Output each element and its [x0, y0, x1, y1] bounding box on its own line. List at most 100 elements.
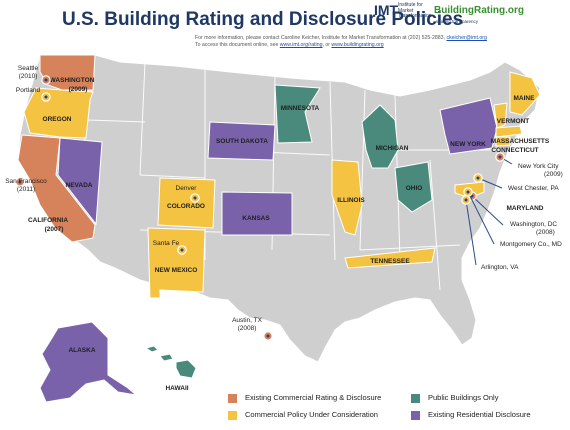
state-illinois — [331, 159, 363, 236]
city-dot-new-york-city-2009 — [498, 155, 502, 159]
state-hawaii — [144, 345, 197, 379]
city-dot-austin-tx-2008 — [266, 334, 270, 338]
city-year-austin-tx-2008: (2008) — [238, 325, 257, 332]
state-kansas — [221, 191, 293, 236]
city-dot-santa-fe — [180, 248, 184, 252]
imt-logo-mark: IMT — [374, 2, 399, 18]
city-label-denver: Denver — [176, 185, 198, 192]
city-label-montgomery-co-md: Montgomery Co., MD — [500, 241, 562, 248]
page-title: U.S. Building Rating and Disclosure Poli… — [62, 9, 464, 30]
state-label-connecticut: CONNECTICUT — [491, 147, 538, 154]
state-vermont — [493, 102, 508, 129]
state-tennessee — [344, 247, 436, 269]
legend-label: Public Buildings Only — [428, 393, 499, 402]
legend-label: Commercial Policy Under Consideration — [245, 410, 378, 419]
city-label-arlington-va: Arlington, VA — [481, 264, 519, 271]
state-label-nevada: NEVADA — [66, 182, 93, 189]
header: U.S. Building Rating and Disclosure Poli… — [0, 0, 570, 50]
state-label-hawaii: HAWAII — [165, 385, 188, 392]
state-connecticut — [495, 136, 511, 147]
state-label-california: CALIFORNIA — [28, 217, 68, 224]
buildingrating-logo-subtitle: sharing transparency — [436, 19, 479, 24]
state-colorado — [157, 177, 216, 229]
state-border-3 — [139, 61, 146, 176]
imt-logo: IMT Institute for Market Transformation — [374, 2, 432, 32]
city-label-seattle-2010: Seattle — [18, 65, 39, 72]
state-border-2 — [87, 119, 146, 123]
state-year-california: (2007) — [45, 226, 64, 233]
imt-rating-link[interactable]: www.imt.org/rating — [279, 42, 323, 48]
city-dot-west-chester-pa — [476, 176, 480, 180]
city-label-austin-tx-2008: Austin, TX — [232, 317, 263, 324]
state-label-vermont: VERMONT — [497, 118, 530, 125]
state-minnesota — [274, 84, 321, 144]
state-border-4 — [139, 174, 206, 179]
leader-washington-dc-2008 — [471, 195, 504, 226]
city-year-washington-dc-2008: (2008) — [536, 229, 555, 236]
state-label-washington: WASHINGTON — [50, 77, 95, 84]
buildingrating-logo: BuildingRating.org sharing transparency — [434, 5, 524, 31]
state-label-south-dakota: SOUTH DAKOTA — [216, 138, 268, 145]
state-new-mexico — [147, 227, 206, 299]
city-label-san-francisco-2011: San Francisco — [5, 178, 47, 185]
buildingrating-logo-mark: BuildingRating.org — [434, 5, 524, 16]
city-label-santa-fe: Santa Fe — [153, 240, 180, 247]
state-label-kansas: KANSAS — [242, 215, 270, 222]
leader-montgomery-co-md — [467, 191, 495, 245]
legend-label: Existing Residential Disclosure — [428, 410, 531, 419]
city-label-portland: Portland — [16, 87, 41, 94]
leader-arlington-va — [465, 199, 477, 266]
state-nevada — [57, 137, 103, 226]
city-label-washington-dc-2008: Washington, DC — [510, 221, 557, 228]
state-maine — [509, 71, 541, 116]
state-label-tennessee: TENNESSEE — [370, 258, 410, 265]
state-label-minnesota: MINNESOTA — [281, 105, 320, 112]
city-year-seattle-2010: (2010) — [19, 73, 38, 80]
state-label-new-york: NEW YORK — [450, 141, 486, 148]
state-label-illinois: ILLINOIS — [337, 197, 365, 204]
state-label-colorado: COLORADO — [167, 203, 205, 210]
state-south-dakota — [207, 121, 276, 161]
imt-logo-subtitle: Institute for Market Transformation — [398, 2, 432, 20]
contact-note: For more information, please contact Car… — [195, 35, 487, 41]
state-label-massachusetts: MASSACHUSETTS — [491, 138, 550, 145]
state-ohio — [394, 161, 433, 213]
state-label-oregon: OREGON — [43, 116, 72, 123]
state-label-ohio: OHIO — [406, 185, 423, 192]
legend-swatch — [411, 411, 420, 420]
buildingrating-link[interactable]: www.buildingrating.org — [331, 42, 384, 48]
state-label-michigan: MICHIGAN — [376, 145, 409, 152]
contact-email-link[interactable]: ckeicher@imt.org — [446, 35, 487, 41]
state-oregon — [23, 87, 94, 139]
state-label-maryland: MARYLAND — [507, 205, 544, 212]
legend-swatch — [228, 394, 237, 403]
state-new-york — [439, 97, 498, 155]
state-alaska — [39, 321, 138, 403]
state-washington — [39, 54, 96, 91]
legend-label: Existing Commercial Rating & Disclosure — [245, 393, 382, 402]
city-label-west-chester-pa: West Chester, PA — [508, 185, 559, 192]
state-label-alaska: ALASKA — [68, 347, 95, 354]
legend-swatch — [411, 394, 420, 403]
city-dot-portland — [44, 95, 48, 99]
state-massachusetts — [495, 125, 523, 138]
access-or-text: , or — [322, 42, 330, 48]
contact-text: For more information, please contact Car… — [195, 35, 445, 41]
state-california — [17, 134, 96, 243]
state-border-15 — [359, 244, 461, 251]
city-dot-san-francisco-2011 — [18, 180, 22, 184]
state-border-14 — [429, 159, 441, 291]
state-border-8 — [359, 89, 366, 251]
state-michigan — [361, 104, 399, 169]
legend-swatch — [228, 411, 237, 420]
city-year-san-francisco-2011: (2011) — [17, 186, 35, 193]
city-dot-arlington-va — [464, 198, 468, 202]
access-text: To access this document online, see — [195, 42, 279, 48]
access-note: To access this document online, see www.… — [195, 42, 384, 48]
city-dot-denver — [193, 196, 197, 200]
city-label-new-york-city-2009: New York City — [518, 163, 559, 170]
city-dot-montgomery-co-md — [466, 190, 470, 194]
state-label-new-mexico: NEW MEXICO — [155, 267, 198, 274]
state-year-washington: (2009) — [69, 86, 88, 93]
